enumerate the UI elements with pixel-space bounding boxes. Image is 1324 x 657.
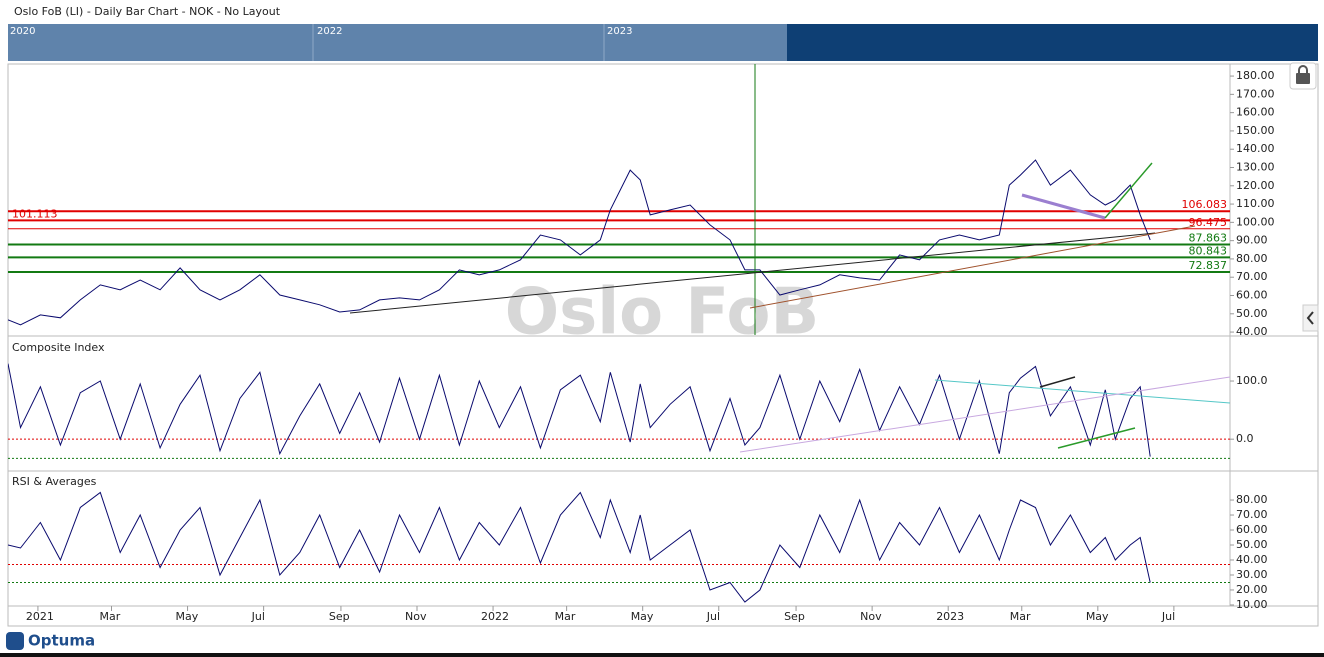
x-tick-label: Nov xyxy=(405,610,427,623)
x-tick-label: Sep xyxy=(329,610,350,623)
watermark: Oslo FoB xyxy=(505,276,820,350)
x-tick-label: 2021 xyxy=(26,610,54,623)
navigator-label: 2020 xyxy=(10,26,35,37)
x-tick-label: Mar xyxy=(1010,610,1031,623)
trendline[interactable] xyxy=(1057,427,1136,449)
lock-icon xyxy=(1298,65,1308,73)
y-tick-label: 10.00 xyxy=(1236,598,1268,611)
level-label: 96.475 xyxy=(1189,216,1228,229)
x-tick-label: Nov xyxy=(860,610,882,623)
trendline[interactable] xyxy=(349,232,1156,314)
x-tick-label: May xyxy=(1086,610,1109,623)
y-tick-label: 110.00 xyxy=(1236,197,1275,210)
navigator-range[interactable] xyxy=(8,24,787,61)
y-tick-label: 140.00 xyxy=(1236,142,1275,155)
y-tick-label: 170.00 xyxy=(1236,87,1275,100)
x-tick-label: May xyxy=(631,610,654,623)
y-tick-label: 70.00 xyxy=(1236,270,1268,283)
y-tick-label: 50.00 xyxy=(1236,307,1268,320)
x-tick-label: Jul xyxy=(251,610,265,623)
arrow-icon xyxy=(1306,311,1314,325)
series-line xyxy=(8,363,1151,457)
series-line xyxy=(8,491,1151,603)
x-tick-label: 2022 xyxy=(481,610,509,623)
level-label: 101.113 xyxy=(12,207,58,220)
x-tick-label: Sep xyxy=(784,610,805,623)
level-label: 72.837 xyxy=(1189,259,1228,272)
level-label: 87.863 xyxy=(1189,232,1228,245)
bottom-bar xyxy=(0,653,1324,657)
trendline[interactable] xyxy=(1104,162,1153,219)
y-tick-label: 130.00 xyxy=(1236,160,1275,173)
y-tick-label: 60.00 xyxy=(1236,289,1268,302)
level-label: 106.083 xyxy=(1182,198,1228,211)
level-label: 80.843 xyxy=(1189,244,1228,257)
chart-frame xyxy=(7,63,1319,627)
navigator-rest[interactable] xyxy=(787,24,1318,61)
y-tick-label: 40.00 xyxy=(1236,325,1268,338)
x-tick-label: May xyxy=(176,610,199,623)
y-tick-label: 40.00 xyxy=(1236,553,1268,566)
y-tick-label: 100.00 xyxy=(1236,215,1275,228)
y-tick-label: 160.00 xyxy=(1236,106,1275,119)
lock-icon xyxy=(1296,73,1310,84)
panel-title: Composite Index xyxy=(12,341,105,354)
y-tick-label: 90.00 xyxy=(1236,234,1268,247)
logo-icon xyxy=(6,632,24,650)
y-tick-label: 30.00 xyxy=(1236,568,1268,581)
navigator-label: 2022 xyxy=(317,26,342,37)
x-tick-label: Mar xyxy=(99,610,120,623)
x-tick-label: Mar xyxy=(555,610,576,623)
y-tick-label: 50.00 xyxy=(1236,538,1268,551)
y-tick-label: 100.0 xyxy=(1236,374,1268,387)
chart-title: Oslo FoB (LI) - Daily Bar Chart - NOK - … xyxy=(14,5,281,18)
y-tick-label: 60.00 xyxy=(1236,523,1268,536)
y-tick-label: 20.00 xyxy=(1236,583,1268,596)
trendline[interactable] xyxy=(739,376,1231,453)
series-line xyxy=(8,159,1151,326)
y-tick-label: 120.00 xyxy=(1236,179,1275,192)
panel-title: RSI & Averages xyxy=(12,475,97,488)
x-tick-label: 2023 xyxy=(936,610,964,623)
trendline[interactable] xyxy=(749,225,1196,309)
logo: Optuma xyxy=(28,632,95,650)
y-tick-label: 80.00 xyxy=(1236,493,1268,506)
trendline[interactable] xyxy=(934,379,1231,404)
trendline[interactable] xyxy=(1021,193,1106,220)
trendline[interactable] xyxy=(1039,376,1076,388)
navigator-label: 2023 xyxy=(607,26,632,37)
y-tick-label: 180.00 xyxy=(1236,69,1275,82)
x-tick-label: Jul xyxy=(706,610,720,623)
y-tick-label: 80.00 xyxy=(1236,252,1268,265)
x-tick-label: Jul xyxy=(1161,610,1175,623)
plot-layer: 2021 Mar May Jul Sep Nov 2022 Mar May Jul Sep Nov 20… xyxy=(8,69,1275,623)
y-tick-label: 150.00 xyxy=(1236,124,1275,137)
y-tick-label: 70.00 xyxy=(1236,508,1268,521)
y-tick-label: 0.0 xyxy=(1236,432,1254,445)
side-panel-toggle[interactable] xyxy=(1302,304,1319,332)
